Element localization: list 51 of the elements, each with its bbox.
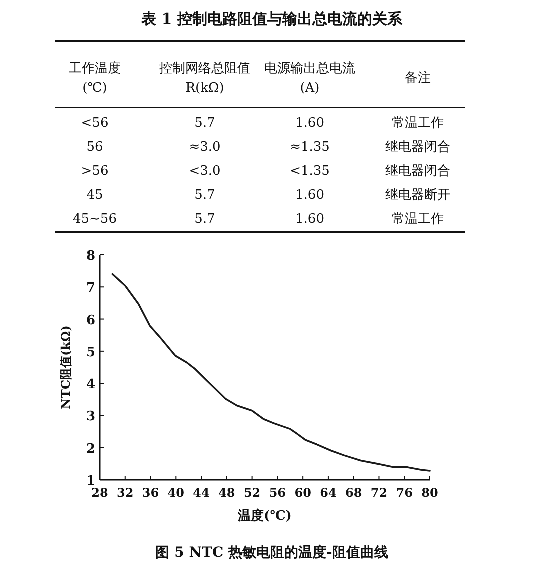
x-tick-label: 28 — [92, 486, 108, 500]
x-tick-label: 68 — [345, 486, 362, 500]
y-tick-label: 2 — [86, 442, 96, 457]
text: 继电器断开 — [386, 188, 450, 203]
text: 5.7 — [194, 212, 216, 227]
x-tick-label: 44 — [193, 486, 210, 500]
text: 电源输出总电流 (A) — [264, 60, 356, 96]
text: 5.7 — [194, 116, 216, 131]
text: 图 5 NTC 热敏电阻的温度-阻值曲线 — [156, 544, 388, 561]
text: >56 — [81, 164, 109, 179]
y-axis-title: NTC阻值(kΩ) — [59, 326, 73, 410]
text: 1.60 — [296, 212, 324, 227]
x-tick-label: 36 — [142, 486, 160, 500]
x-tick-label: 64 — [320, 486, 337, 500]
text: 工作温度 (℃) — [69, 60, 121, 96]
x-tick-label: 76 — [396, 486, 413, 500]
x-tick-label: 56 — [269, 486, 286, 500]
text: <3.0 — [189, 164, 221, 179]
text: 常温工作 — [392, 116, 444, 131]
text: 1.60 — [296, 188, 324, 203]
x-tick-label: 72 — [370, 486, 388, 500]
text: <1.35 — [290, 164, 330, 179]
text: ≈1.35 — [290, 140, 330, 155]
y-tick-label: 7 — [86, 281, 96, 296]
x-tick-label: 60 — [294, 486, 312, 500]
text: 控制网络总阻值 R(kΩ) — [160, 61, 250, 96]
text: 1.60 — [296, 116, 324, 131]
y-tick-label: 3 — [86, 410, 96, 425]
y-tick-label: 8 — [86, 249, 96, 264]
text: 45~56 — [73, 212, 117, 227]
text: 备注 — [405, 71, 431, 86]
x-tick-label: 48 — [218, 486, 236, 500]
y-tick-label: 4 — [86, 378, 96, 393]
y-tick-label: 6 — [86, 313, 96, 328]
text: 45 — [86, 188, 104, 203]
text: 56 — [86, 140, 104, 155]
y-tick-label: 5 — [86, 345, 96, 360]
x-tick-label: 32 — [117, 486, 134, 500]
x-tick-label: 52 — [244, 486, 261, 500]
text: <56 — [81, 116, 109, 131]
x-tick-label: 40 — [168, 486, 185, 500]
text: 表 1 控制电路阻值与输出总电流的关系 — [140, 10, 404, 28]
y-tick-label: 1 — [86, 474, 96, 489]
text: 继电器闭合 — [386, 140, 450, 155]
x-axis-title: 温度(℃) — [237, 508, 292, 524]
text: 常温工作 — [392, 212, 444, 227]
text: 5.7 — [194, 188, 216, 203]
line-series — [112, 273, 431, 472]
text: 继电器闭合 — [386, 164, 450, 179]
x-tick-label: 80 — [422, 486, 438, 500]
text: ≈3.0 — [189, 140, 221, 155]
